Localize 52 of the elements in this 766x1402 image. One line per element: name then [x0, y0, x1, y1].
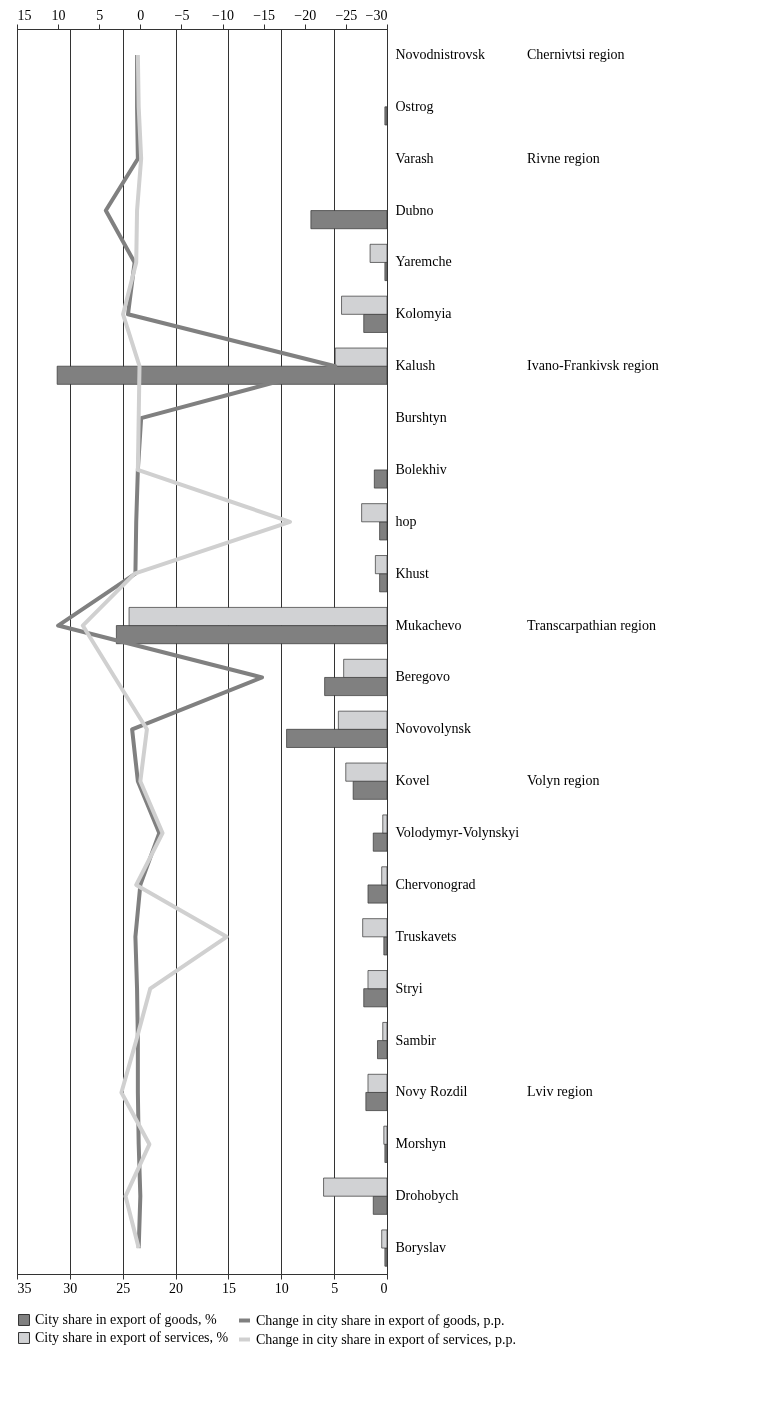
text: Volyn region	[527, 773, 600, 789]
y-tick-label: Burshtyn	[395, 410, 447, 426]
legend-label: City share in export of goods, %	[35, 1312, 217, 1327]
y-tick-label: Khust	[395, 565, 430, 581]
y-tick-label: Truskavets	[395, 928, 457, 944]
x-tick-label: 10	[274, 1280, 289, 1296]
y-tick-label: Novodnistrovsk	[395, 46, 485, 62]
y-tick-label: Yaremche	[395, 254, 452, 270]
legend-label: Change in city share in export of goods, p.p.	[256, 1312, 505, 1328]
x2-tick-label: 10	[51, 7, 66, 23]
text: Lviv region	[527, 1084, 593, 1100]
x-tick-label: 5	[331, 1280, 339, 1296]
y-tick-label: Sambir	[395, 1032, 437, 1048]
x2-tick-label: −10	[212, 7, 235, 23]
y-tick-label: Volodymyr-Volynskyi	[395, 825, 520, 841]
legend-label: Change in city share in export of services, p.p.	[256, 1331, 517, 1347]
y-tick-label: Kovel	[395, 773, 430, 789]
x2-tick-label: −30	[365, 7, 388, 23]
y-tick-label: hop	[395, 513, 417, 529]
x-tick-label: 0	[380, 1280, 388, 1296]
y-tick-label: Stryi	[395, 980, 423, 996]
y-tick-label: Kolomyia	[395, 306, 453, 322]
x2-tick-label: −15	[253, 7, 276, 23]
text: Chernivtsi region	[527, 46, 625, 62]
y-tick-label: Varash	[395, 150, 434, 166]
y-tick-label: Morshyn	[395, 1136, 447, 1152]
x-tick-label: 25	[116, 1280, 131, 1296]
x-tick-label: 20	[169, 1280, 184, 1296]
x2-tick-label: −25	[335, 7, 358, 23]
y-tick-label: Beregovo	[395, 669, 450, 685]
y-tick-label: Mukachevo	[395, 617, 462, 633]
y-tick-label: Bolekhiv	[395, 461, 447, 477]
text: Rivne region	[527, 150, 600, 166]
x2-tick-label: 0	[137, 7, 145, 23]
text: Ivano-Frankivsk region	[527, 358, 659, 374]
y-tick-label: Chervonograd	[395, 876, 476, 892]
y-tick-label: Dubno	[395, 202, 434, 218]
x-tick-label: 15	[221, 1280, 236, 1296]
x2-tick-label: −20	[294, 7, 317, 23]
x-tick-label: 30	[63, 1280, 78, 1296]
x2-tick-label: 15	[17, 7, 32, 23]
x2-tick-label: −5	[174, 7, 190, 23]
x2-tick-label: 5	[96, 7, 104, 23]
y-tick-label: Kalush	[395, 358, 436, 374]
y-tick-label: Drohobych	[395, 1188, 459, 1204]
y-tick-label: Novy Rozdil	[395, 1084, 468, 1100]
text: Transcarpathian region	[527, 617, 656, 633]
y-tick-label: Novovolynsk	[395, 721, 471, 737]
x-tick-label: 35	[17, 1280, 32, 1296]
legend-label: City share in export of services, %	[35, 1330, 229, 1345]
y-tick-label: Ostrog	[395, 98, 434, 114]
y-tick-label: Boryslav	[395, 1240, 447, 1256]
